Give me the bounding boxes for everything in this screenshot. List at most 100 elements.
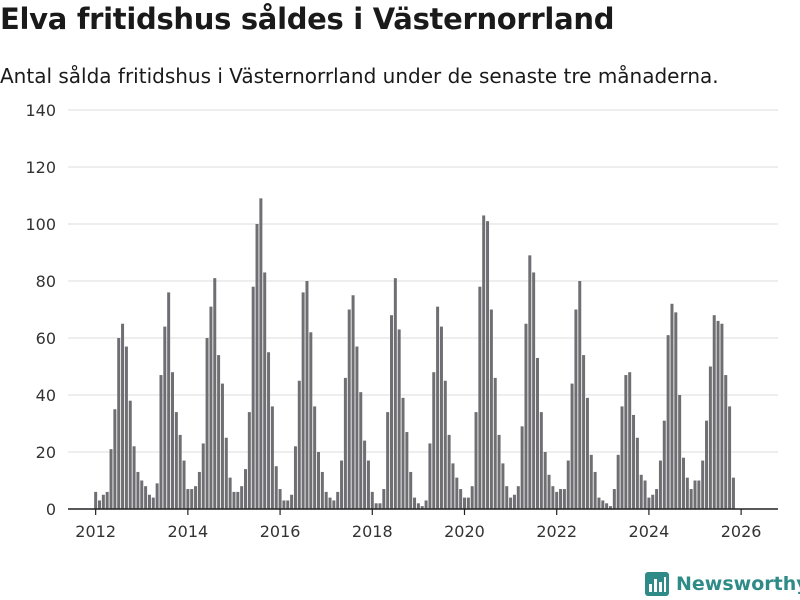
grid-lines: [68, 109, 778, 453]
bar: [316, 452, 320, 509]
bar: [670, 303, 674, 509]
bar: [98, 500, 102, 509]
bar: [305, 281, 309, 509]
y-tick-label: 0: [46, 500, 56, 519]
bar: [117, 338, 121, 509]
bar: [428, 443, 432, 509]
x-tick-label: 2018: [352, 522, 393, 541]
bar: [616, 454, 620, 509]
bar: [597, 497, 601, 509]
bar: [378, 503, 382, 509]
bar: [263, 272, 267, 509]
bar: [209, 306, 213, 509]
y-tick-label: 60: [36, 329, 56, 348]
bar: [635, 437, 639, 509]
bar: [466, 497, 470, 509]
bar: [693, 480, 697, 509]
bar: [470, 486, 474, 509]
bar: [224, 437, 228, 509]
bar: [286, 500, 290, 509]
bar: [497, 434, 501, 509]
bar: [374, 503, 378, 509]
bar: [359, 392, 363, 509]
brand-name: Newsworthy: [676, 573, 800, 595]
bar: [512, 494, 516, 509]
bar: [720, 323, 724, 509]
bar: [201, 443, 205, 509]
x-tick-label: 2024: [629, 522, 670, 541]
bar: [708, 366, 712, 509]
chart-subtitle: Antal sålda fritidshus i Västernorrland …: [0, 64, 719, 88]
bar: [401, 397, 405, 509]
y-tick-label: 80: [36, 272, 56, 291]
bar: [94, 491, 98, 509]
bar: [151, 497, 155, 509]
bar: [685, 477, 689, 509]
bar: [136, 471, 140, 509]
x-axis: 2012 2014 2016 2018 2020 2022 2024 2026: [68, 508, 778, 541]
bar: [155, 483, 159, 509]
bar: [182, 460, 186, 509]
bar: [420, 506, 424, 509]
bar: [643, 480, 647, 509]
bar: [451, 463, 455, 509]
bar: [336, 491, 340, 509]
bar: [370, 491, 374, 509]
bar: [516, 486, 520, 509]
bar: [478, 286, 482, 509]
bar: [674, 312, 678, 509]
bar: [274, 466, 278, 509]
annotations: 11: [726, 0, 749, 6]
bar: [205, 338, 209, 509]
bar: [255, 224, 259, 509]
bar: [559, 489, 563, 509]
bar: [409, 471, 413, 509]
bar: [355, 346, 359, 509]
bar-value-label: 11: [728, 0, 747, 4]
bar: [555, 491, 559, 509]
bar: [324, 491, 328, 509]
bar: [144, 486, 148, 509]
x-tick-label: 2016: [260, 522, 301, 541]
bar: [413, 497, 417, 509]
bar: [121, 323, 125, 509]
bar: [382, 489, 386, 509]
bar: [278, 489, 282, 509]
bar: [159, 375, 163, 509]
bar: [639, 474, 643, 509]
bar: [593, 471, 597, 509]
bar: [244, 469, 247, 509]
bar: [328, 497, 332, 509]
bar: [443, 380, 447, 509]
bar: [236, 491, 240, 509]
bar: [147, 494, 151, 509]
y-tick-label: 40: [36, 386, 56, 405]
bar: [171, 372, 175, 509]
bar: [486, 221, 490, 509]
bar: [109, 449, 113, 509]
bar: [535, 357, 539, 509]
bar: [647, 497, 651, 509]
bar: [309, 332, 313, 509]
bar: [313, 406, 317, 509]
bar: [436, 306, 440, 509]
y-tick-label: 140: [25, 101, 56, 120]
bar: [259, 198, 263, 509]
bar: [612, 489, 616, 509]
bar: [128, 400, 132, 509]
bar: [585, 397, 589, 509]
bar: [528, 255, 532, 509]
y-tick-label: 120: [25, 158, 56, 177]
x-tick-label: 2012: [75, 522, 116, 541]
bar: [124, 346, 128, 509]
chart-title: Elva fritidshus såldes i Västernorrland: [0, 2, 615, 36]
bar: [290, 494, 294, 509]
bar: [455, 477, 459, 509]
bar: [689, 489, 693, 509]
bar: [363, 440, 367, 509]
bar: [343, 377, 347, 509]
bar: [712, 315, 716, 509]
bar: [589, 454, 593, 509]
bar: [459, 489, 463, 509]
bar: [489, 309, 493, 509]
